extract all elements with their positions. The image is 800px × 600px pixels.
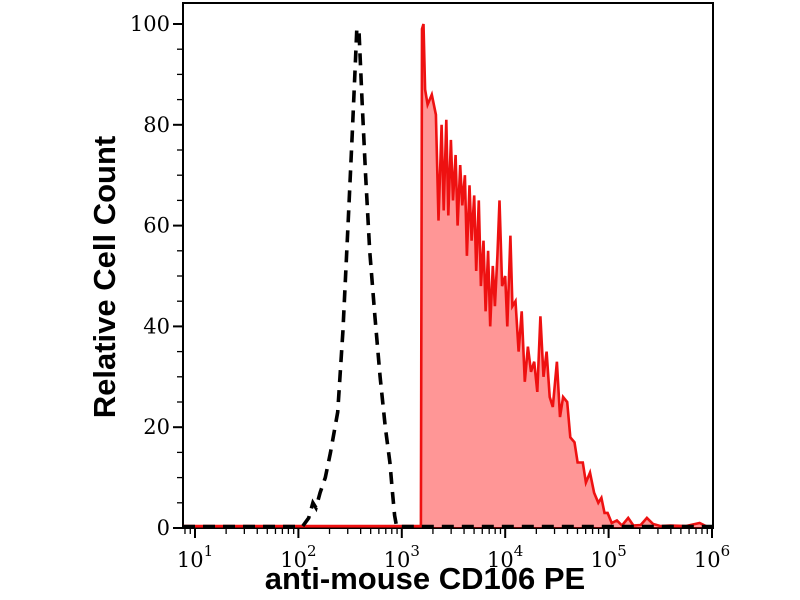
y-axis-title: Relative Cell Count bbox=[87, 135, 122, 419]
x-axis-title: anti-mouse CD106 PE bbox=[264, 561, 586, 596]
y-tick-label: 20 bbox=[143, 415, 170, 439]
y-tick-label: 80 bbox=[143, 113, 170, 137]
y-tick-label: 40 bbox=[143, 314, 170, 338]
y-tick-label: 60 bbox=[143, 214, 170, 238]
y-tick-label: 0 bbox=[157, 516, 170, 540]
control-histogram-dashed-outline bbox=[183, 27, 712, 529]
stained-histogram-outline bbox=[183, 23, 712, 528]
x-tick-label: 106 bbox=[694, 542, 730, 572]
y-tick-label: 100 bbox=[130, 12, 170, 36]
stained-histogram-fill bbox=[183, 24, 712, 528]
